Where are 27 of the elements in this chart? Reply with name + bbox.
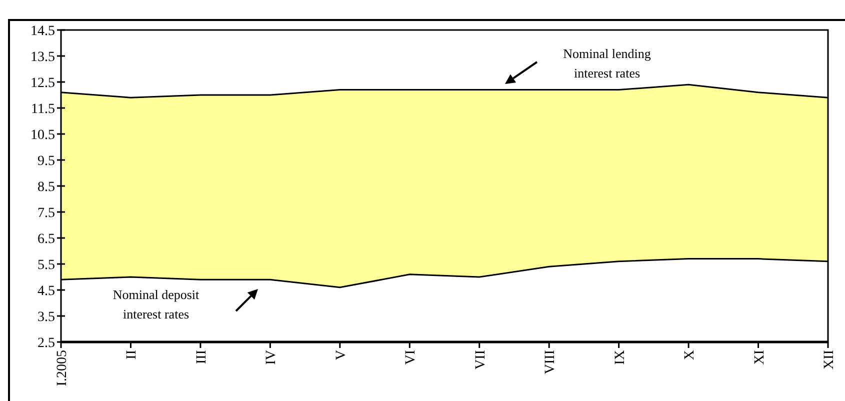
x-tick-label: VIII [543,350,558,374]
x-tick-label: XII [822,350,837,370]
x-tick-label: XI [752,350,768,365]
x-tick-label: II [124,350,140,360]
x-tick-label: III [194,350,210,364]
y-tick-label: 10.5 [30,128,55,143]
x-tick-label: VI [404,350,419,365]
y-tick-label: 13.5 [30,50,55,65]
y-tick-label: 9.5 [38,154,55,169]
y-tick-label: 2.5 [38,336,55,351]
annotation: Nominal deposit interest rates [112,287,200,322]
annotation: Nominal lending interest rates [563,46,652,80]
x-tick-label: IV [264,350,280,365]
y-tick-label: 6.5 [38,232,55,247]
y-tick-label: 7.5 [38,206,55,221]
x-tick-label: X [682,350,698,360]
y-tick-label: 4.5 [38,284,55,299]
y-tick-label: 8.5 [38,180,55,195]
y-tick-label: 14.5 [30,24,55,39]
x-tick-label: IX [612,350,628,365]
y-tick-label: 11.5 [31,102,55,117]
x-tick-label: V [334,350,349,360]
y-tick-label: 12.5 [30,76,55,91]
y-tick-label: 5.5 [38,258,55,273]
y-tick-label: 3.5 [38,310,55,325]
x-tick-label: VII [473,350,488,370]
x-tick-label: I.2005 [55,350,70,386]
